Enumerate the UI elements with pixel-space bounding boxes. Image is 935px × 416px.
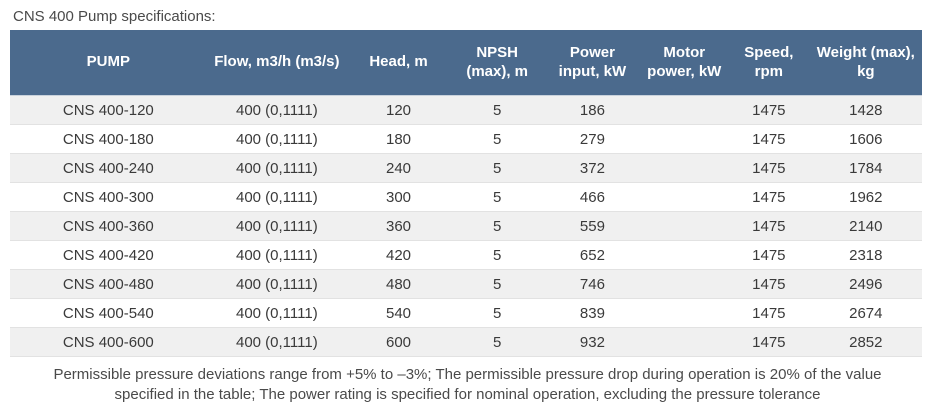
cell-head: 120 (347, 95, 450, 125)
cell-flow: 400 (0,1111) (206, 211, 348, 241)
cell-motor (640, 327, 729, 357)
cell-npsh: 5 (449, 153, 545, 183)
cell-speed: 1475 (728, 269, 810, 299)
cell-pump: CNS 400-360 (10, 211, 207, 241)
cell-motor (640, 269, 729, 299)
pump-table-body: CNS 400-120 400 (0,1111) 120 5 186 1475 1428 CN… (10, 95, 922, 357)
cell-power: 186 (544, 95, 641, 125)
cell-motor (640, 240, 729, 270)
table-row: CNS 400-240 400 (0,1111) 240 5 372 1475 1784 (10, 153, 922, 183)
cell-npsh: 5 (449, 182, 545, 212)
table-row: CNS 400-540 400 (0,1111) 540 5 839 1475 2674 (10, 298, 922, 328)
table-row: CNS 400-420 400 (0,1111) 420 5 652 1475 2318 (10, 240, 922, 270)
cell-weight: 1784 (809, 153, 922, 183)
cell-head: 420 (347, 240, 450, 270)
cell-flow: 400 (0,1111) (206, 95, 348, 125)
cell-npsh: 5 (449, 211, 545, 241)
cell-weight: 2852 (809, 327, 922, 357)
cell-motor (640, 153, 729, 183)
cell-npsh: 5 (449, 269, 545, 299)
cell-weight: 2318 (809, 240, 922, 270)
cell-flow: 400 (0,1111) (206, 327, 348, 357)
table-row: CNS 400-480 400 (0,1111) 480 5 746 1475 2496 (10, 269, 922, 299)
cell-pump: CNS 400-600 (10, 327, 207, 357)
cell-power: 372 (544, 153, 641, 183)
table-row: CNS 400-120 400 (0,1111) 120 5 186 1475 1428 (10, 95, 922, 125)
cell-power: 466 (544, 182, 641, 212)
cell-power: 839 (544, 298, 641, 328)
cell-pump: CNS 400-300 (10, 182, 207, 212)
table-row: CNS 400-180 400 (0,1111) 180 5 279 1475 1606 (10, 124, 922, 154)
header-row: PUMP Flow, m3/h (m3/s) Head, m NPSH (max), … (10, 30, 922, 96)
cell-npsh: 5 (449, 327, 545, 357)
column-header-head: Head, m (347, 30, 450, 96)
cell-flow: 400 (0,1111) (206, 124, 348, 154)
column-header-flow: Flow, m3/h (m3/s) (206, 30, 348, 96)
cell-power: 652 (544, 240, 641, 270)
cell-power: 559 (544, 211, 641, 241)
cell-head: 360 (347, 211, 450, 241)
cell-npsh: 5 (449, 95, 545, 125)
cell-weight: 1606 (809, 124, 922, 154)
cell-speed: 1475 (728, 182, 810, 212)
cell-speed: 1475 (728, 327, 810, 357)
cell-flow: 400 (0,1111) (206, 182, 348, 212)
page-title: CNS 400 Pump specifications: (13, 8, 216, 25)
cell-pump: CNS 400-540 (10, 298, 207, 328)
pump-spec-table: PUMP Flow, m3/h (m3/s) Head, m NPSH (max), … (10, 30, 922, 357)
cell-pump: CNS 400-120 (10, 95, 207, 125)
cell-speed: 1475 (728, 124, 810, 154)
cell-head: 180 (347, 124, 450, 154)
cell-speed: 1475 (728, 95, 810, 125)
cell-speed: 1475 (728, 211, 810, 241)
cell-flow: 400 (0,1111) (206, 153, 348, 183)
table-row: CNS 400-600 400 (0,1111) 600 5 932 1475 2852 (10, 327, 922, 357)
cell-head: 240 (347, 153, 450, 183)
cell-flow: 400 (0,1111) (206, 269, 348, 299)
cell-weight: 2674 (809, 298, 922, 328)
cell-npsh: 5 (449, 298, 545, 328)
column-header-weight: Weight (max), kg (809, 30, 922, 96)
cell-weight: 2140 (809, 211, 922, 241)
cell-pump: CNS 400-480 (10, 269, 207, 299)
cell-power: 279 (544, 124, 641, 154)
cell-pump: CNS 400-180 (10, 124, 207, 154)
table-row: CNS 400-360 400 (0,1111) 360 5 559 1475 2140 (10, 211, 922, 241)
table-row: CNS 400-300 400 (0,1111) 300 5 466 1475 1962 (10, 182, 922, 212)
cell-weight: 2496 (809, 269, 922, 299)
cell-weight: 1428 (809, 95, 922, 125)
cell-power: 932 (544, 327, 641, 357)
cell-power: 746 (544, 269, 641, 299)
cell-head: 480 (347, 269, 450, 299)
cell-pump: CNS 400-240 (10, 153, 207, 183)
column-header-motor: Motor power, kW (640, 30, 729, 96)
column-header-speed: Speed, rpm (728, 30, 810, 96)
cell-npsh: 5 (449, 240, 545, 270)
table-footnote: Permissible pressure deviations range fr… (53, 366, 882, 403)
cell-flow: 400 (0,1111) (206, 298, 348, 328)
cell-pump: CNS 400-420 (10, 240, 207, 270)
cell-motor (640, 95, 729, 125)
cell-motor (640, 124, 729, 154)
cell-flow: 400 (0,1111) (206, 240, 348, 270)
cell-head: 300 (347, 182, 450, 212)
column-header-npsh: NPSH (max), m (449, 30, 545, 96)
cell-head: 540 (347, 298, 450, 328)
cell-speed: 1475 (728, 240, 810, 270)
cell-head: 600 (347, 327, 450, 357)
cell-npsh: 5 (449, 124, 545, 154)
table-header: PUMP Flow, m3/h (m3/s) Head, m NPSH (max), … (10, 30, 922, 96)
cell-speed: 1475 (728, 153, 810, 183)
cell-motor (640, 182, 729, 212)
cell-motor (640, 211, 729, 241)
column-header-power: Power input, kW (544, 30, 641, 96)
cell-speed: 1475 (728, 298, 810, 328)
cell-weight: 1962 (809, 182, 922, 212)
cell-motor (640, 298, 729, 328)
column-header-pump: PUMP (10, 30, 207, 96)
